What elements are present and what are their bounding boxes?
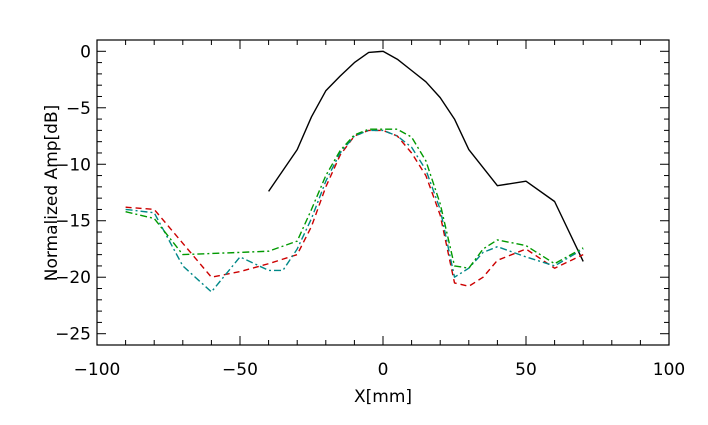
series-line-teal-dashdot: [125, 129, 584, 293]
series-layer: [125, 50, 584, 293]
x-tick-label: 100: [653, 360, 685, 380]
x-axis-title: X[mm]: [354, 387, 412, 407]
x-tick-label: 50: [515, 360, 537, 380]
y-tick-label: −15: [55, 212, 91, 232]
series-line-green-dashdot: [125, 128, 584, 269]
y-tick-label: −20: [55, 268, 91, 288]
y-tick-labels: 0 −5 −10 −15 −20 −25: [55, 42, 91, 344]
x-tick-label: −100: [74, 360, 121, 380]
x-tick-label: −50: [222, 360, 258, 380]
y-tick-label: −25: [55, 325, 91, 345]
plot-frame: [96, 39, 670, 346]
y-tick-label: −5: [66, 99, 91, 119]
x-tick-labels: −100 −50 0 50 100: [74, 360, 686, 380]
axis-ticks: [96, 40, 670, 345]
series-line-black-solid: [268, 50, 584, 262]
x-tick-label: 0: [378, 360, 389, 380]
y-tick-label: 0: [80, 42, 91, 62]
y-tick-label: −10: [55, 155, 91, 175]
series-line-red-dashed: [125, 129, 584, 287]
y-axis-title: Normalized Amp[dB]: [42, 105, 62, 282]
